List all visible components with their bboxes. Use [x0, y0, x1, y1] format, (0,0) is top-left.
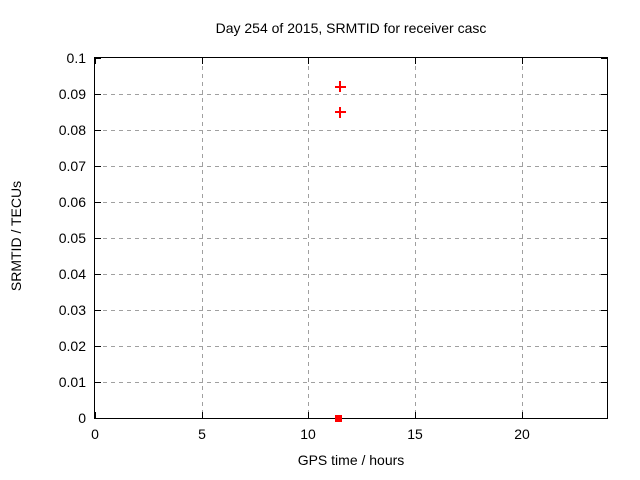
y-tick-mark-left — [95, 418, 101, 419]
y-tick-mark-left — [95, 346, 101, 347]
y-gridline — [95, 166, 607, 167]
y-tick-mark-left — [95, 310, 101, 311]
x-tick-mark-bottom — [308, 412, 309, 418]
y-tick-mark-left — [95, 166, 101, 167]
data-point-square — [334, 414, 342, 422]
y-tick-mark-right — [601, 58, 607, 59]
x-tick-mark-top — [95, 58, 96, 64]
y-tick-mark-right — [601, 382, 607, 383]
y-gridline — [95, 202, 607, 203]
y-gridline — [95, 130, 607, 131]
x-tick-label: 20 — [514, 426, 530, 442]
plus-vertical-bar — [339, 106, 342, 118]
x-tick-mark-bottom — [202, 412, 203, 418]
y-tick-label: 0.04 — [58, 266, 86, 282]
x-axis-title: GPS time / hours — [297, 452, 405, 468]
x-tick-label: 10 — [300, 426, 316, 442]
y-tick-mark-right — [601, 346, 607, 347]
y-tick-label: 0.08 — [58, 122, 86, 138]
y-tick-mark-left — [95, 274, 101, 275]
y-tick-label: 0.09 — [58, 86, 86, 102]
y-tick-mark-left — [95, 58, 101, 59]
y-tick-label: 0.1 — [66, 50, 86, 66]
x-tick-mark-bottom — [522, 412, 523, 418]
chart-title: Day 254 of 2015, SRMTID for receiver cas… — [215, 20, 487, 36]
y-tick-label: 0 — [78, 410, 86, 426]
x-tick-label: 0 — [91, 426, 99, 442]
y-gridline — [95, 382, 607, 383]
y-tick-mark-right — [601, 274, 607, 275]
y-tick-mark-left — [95, 238, 101, 239]
x-tick-mark-top — [522, 58, 523, 64]
y-tick-label: 0.02 — [58, 338, 86, 354]
y-tick-mark-right — [601, 238, 607, 239]
y-gridline — [95, 238, 607, 239]
y-gridline — [95, 94, 607, 95]
y-tick-mark-right — [601, 310, 607, 311]
plus-vertical-bar — [339, 81, 342, 93]
x-tick-mark-top — [202, 58, 203, 64]
x-tick-label: 15 — [407, 426, 423, 442]
y-tick-mark-right — [601, 418, 607, 419]
y-gridline — [95, 310, 607, 311]
y-tick-label: 0.07 — [58, 158, 86, 174]
x-tick-label: 5 — [198, 426, 206, 442]
y-gridline — [95, 346, 607, 347]
y-tick-mark-right — [601, 94, 607, 95]
x-tick-mark-top — [308, 58, 309, 64]
y-tick-mark-left — [95, 202, 101, 203]
y-tick-mark-left — [95, 130, 101, 131]
data-point-plus — [334, 106, 346, 118]
y-tick-label: 0.06 — [58, 194, 86, 210]
y-tick-label: 0.01 — [58, 374, 86, 390]
y-tick-label: 0.05 — [58, 230, 86, 246]
y-tick-mark-right — [601, 202, 607, 203]
y-gridline — [95, 274, 607, 275]
data-point-plus — [334, 81, 346, 93]
x-tick-mark-bottom — [415, 412, 416, 418]
y-tick-mark-left — [95, 94, 101, 95]
y-tick-mark-left — [95, 382, 101, 383]
y-tick-label: 0.03 — [58, 302, 86, 318]
y-tick-mark-right — [601, 166, 607, 167]
y-tick-mark-right — [601, 130, 607, 131]
plot-area: 0 5 10 15 20 0 0.01 0.02 0.03 0.04 0.05 0.06 0.07 0.0… — [59, 50, 608, 442]
x-tick-mark-bottom — [95, 412, 96, 418]
x-tick-mark-top — [415, 58, 416, 64]
